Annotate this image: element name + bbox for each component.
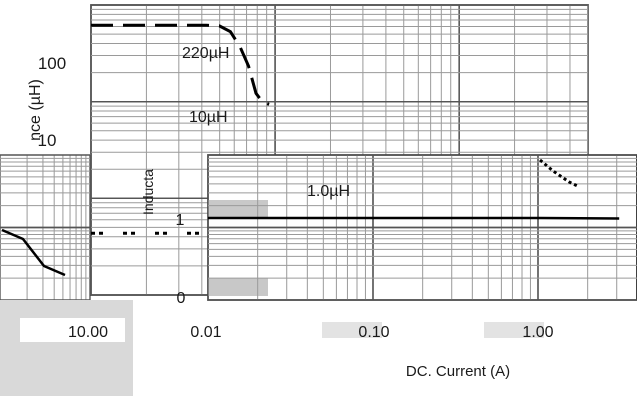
bottom-axis: 0.01 0.10 1.00 DC. Current (A): [190, 322, 554, 380]
series-label-1uh: 1.0µH: [307, 183, 350, 200]
left-xtick-10: 10.00: [68, 324, 108, 341]
left-fragment-plot: 10.00: [0, 154, 133, 396]
xtick-0-01: 0.01: [190, 324, 221, 341]
xtick-1-00: 1.00: [522, 324, 553, 341]
x-axis-label: DC. Current (A): [406, 363, 510, 380]
lower-shaded-band-2: [208, 278, 268, 296]
left-fragment-gridlines: [0, 154, 91, 301]
left-fragment-curve: [1, 228, 66, 277]
upper-ytick-10: 10: [38, 131, 57, 150]
upper-ytick-100: 100: [38, 54, 66, 73]
lower-shaded-band: [208, 200, 268, 218]
lower-gridlines: [207, 154, 637, 301]
upper-y-axis-label: nce (µH): [27, 79, 44, 141]
series-1uh-line: [208, 216, 620, 220]
left-fragment-axis-band: [0, 300, 133, 396]
series-label-220uh: 220µH: [182, 45, 229, 62]
lower-y-axis-label: Inducta: [140, 169, 156, 215]
series-label-10uh: 10µH: [189, 109, 228, 126]
xtick-0-10: 0.10: [358, 324, 389, 341]
axis-smudge-1: [484, 322, 544, 338]
series-dotted-drop: [539, 158, 579, 188]
lower-ytick-1: 1: [176, 212, 185, 229]
lower-ytick-0: 0: [177, 290, 186, 307]
lower-plot: 1.0µH Inducta 1 0: [140, 154, 637, 307]
left-fragment-tick-field: [20, 318, 125, 342]
axis-smudge-0: [322, 322, 382, 338]
